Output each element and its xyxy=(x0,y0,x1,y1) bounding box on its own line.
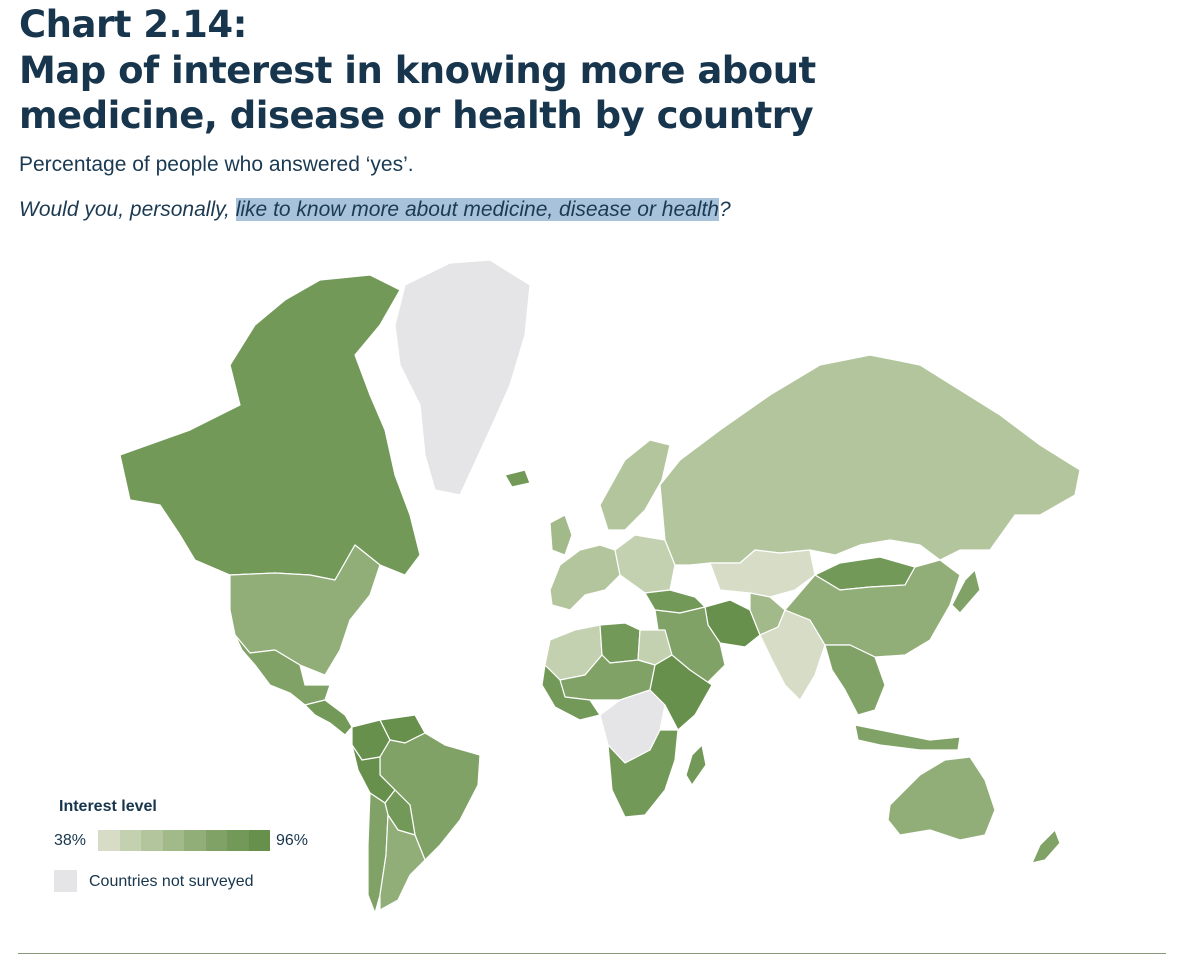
not-surveyed-label: Countries not surveyed xyxy=(89,873,254,890)
bottom-rule xyxy=(18,953,1166,954)
region-argentina xyxy=(379,814,426,911)
legend-ramp-swatch xyxy=(119,830,141,851)
region-iceland xyxy=(504,469,531,488)
region-greenland xyxy=(394,259,531,496)
legend-min-label: 38% xyxy=(54,832,87,849)
region-east-africa xyxy=(649,654,713,731)
title-block: Chart 2.14: Map of interest in knowing m… xyxy=(19,2,1119,138)
legend-ramp-swatch xyxy=(205,830,227,851)
region-libya xyxy=(599,622,641,664)
region-southeast-asia xyxy=(824,644,886,716)
question-highlight: like to know more about medicine, diseas… xyxy=(235,198,719,221)
legend-ramp-swatch xyxy=(162,830,184,851)
region-central-america xyxy=(304,699,353,736)
region-japan xyxy=(951,569,981,614)
legend-ramp-swatch xyxy=(184,830,206,851)
region-canada xyxy=(119,274,421,581)
map-legend: Interest level 38% 96% Countries not sur… xyxy=(54,798,354,898)
region-western-europe xyxy=(549,544,621,611)
region-southern-africa xyxy=(607,729,679,818)
region-australia xyxy=(887,756,996,841)
region-indonesia xyxy=(854,724,961,751)
question-prefix: Would you, personally, xyxy=(19,198,236,221)
region-eastern-europe xyxy=(614,534,676,594)
region-india xyxy=(759,609,826,701)
legend-ramp-swatch xyxy=(141,830,163,851)
legend-ramp-swatch xyxy=(227,830,249,851)
legend-color-ramp xyxy=(98,830,270,851)
region-united-kingdom xyxy=(549,514,573,556)
not-surveyed-swatch xyxy=(54,870,77,892)
chart-title: Map of interest in knowing more about me… xyxy=(19,49,816,137)
world-map xyxy=(80,245,1120,925)
legend-ramp-swatch xyxy=(248,830,270,851)
legend-ramp-swatch xyxy=(98,830,120,851)
survey-question: Would you, personally, like to know more… xyxy=(19,198,731,222)
question-suffix: ? xyxy=(719,198,731,221)
region-new-zealand xyxy=(1031,829,1061,864)
region-russia xyxy=(659,354,1081,566)
chart-subtitle: Percentage of people who answered ‘yes’. xyxy=(19,153,414,176)
world-map-svg xyxy=(119,259,1081,914)
region-scandinavia xyxy=(599,439,671,531)
legend-title: Interest level xyxy=(59,798,157,815)
region-madagascar xyxy=(685,744,707,786)
chart-number: Chart 2.14: xyxy=(19,3,247,46)
legend-max-label: 96% xyxy=(276,832,309,849)
